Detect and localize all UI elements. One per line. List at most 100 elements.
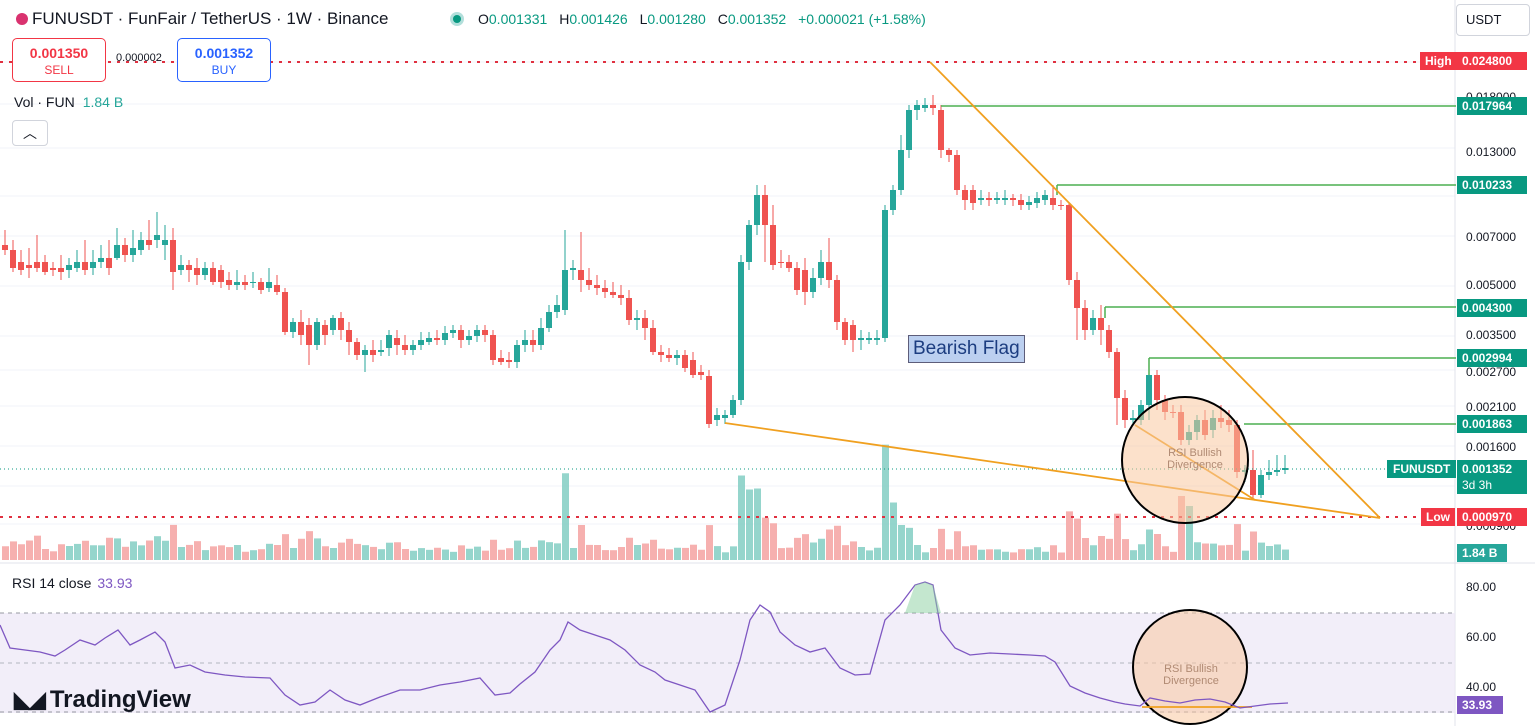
candlestick [26, 265, 32, 268]
candlestick [1034, 198, 1040, 203]
candlestick [1090, 318, 1096, 330]
volume-bar [386, 542, 393, 560]
candlestick [642, 318, 648, 328]
candlestick [698, 372, 704, 375]
volume-bar [690, 544, 697, 560]
volume-bar [794, 537, 801, 560]
volume-bar [162, 540, 169, 560]
volume-bar [658, 548, 665, 560]
volume-bar [90, 545, 97, 560]
volume-bar [1202, 543, 1209, 560]
volume-bar [746, 489, 753, 560]
volume-bar [554, 543, 561, 560]
candlestick [1082, 308, 1088, 330]
candlestick [970, 190, 976, 203]
chevron-up-icon: ︿ [23, 125, 37, 141]
volume-bar [122, 546, 129, 560]
candlestick [682, 355, 688, 368]
candlestick [962, 190, 968, 200]
volume-bar [1162, 546, 1169, 560]
volume-bar [714, 546, 721, 560]
candlestick [154, 235, 160, 240]
candlestick [1114, 352, 1120, 398]
currency-selector[interactable]: USDT [1456, 4, 1530, 36]
candlestick [994, 198, 1000, 200]
volume-bar [578, 525, 585, 560]
candlestick [1130, 418, 1136, 420]
volume-bar [650, 539, 657, 560]
volume-bar [610, 550, 617, 560]
collapse-legend-button[interactable]: ︿ [12, 120, 48, 146]
volume-bar [834, 525, 841, 560]
volume-bar [786, 547, 793, 560]
candlestick [1026, 202, 1032, 205]
volume-bar [66, 546, 73, 560]
volume-bar [266, 543, 273, 560]
volume-bar [274, 545, 281, 560]
price-axis-label: 0.002100 [1466, 400, 1517, 414]
volume-bar [522, 547, 529, 560]
candlestick [450, 330, 456, 333]
upper-trendline [929, 61, 1381, 519]
buy-button[interactable]: 0.001352 BUY [177, 38, 271, 82]
volume-bar [1018, 549, 1025, 560]
candlestick [442, 333, 448, 340]
volume-bar [674, 547, 681, 560]
candlestick [330, 318, 336, 330]
volume-bar [666, 549, 673, 560]
candlestick [786, 262, 792, 268]
candlestick [122, 245, 128, 255]
candlestick [1266, 472, 1272, 475]
volume-bar [346, 538, 353, 560]
volume-bar [418, 548, 425, 560]
candlestick [842, 322, 848, 340]
rsi-legend[interactable]: RSI 14 close 33.93 [12, 575, 133, 591]
candlestick [1050, 198, 1056, 205]
volume-bar [74, 543, 81, 560]
volume-bar [98, 545, 105, 560]
bearish-flag-label[interactable]: Bearish Flag [908, 335, 1025, 363]
candlestick [882, 210, 888, 338]
candlestick [658, 352, 664, 355]
volume-bar [1178, 496, 1185, 560]
volume-bar [682, 547, 689, 560]
volume-bar [1266, 546, 1273, 560]
candlestick [530, 340, 536, 345]
candlestick [634, 318, 640, 320]
candlestick [1122, 398, 1128, 420]
candlestick [482, 330, 488, 335]
candlestick [1146, 375, 1152, 405]
tradingview-logo[interactable]: ◣◢ TradingView [14, 686, 191, 713]
volume-bar [450, 551, 457, 560]
candlestick [426, 338, 432, 342]
candlestick [850, 325, 856, 340]
volume-bar [642, 543, 649, 560]
candlestick [202, 268, 208, 275]
candlestick [98, 258, 104, 262]
volume-bar [1242, 550, 1249, 560]
volume-bar [434, 547, 441, 560]
candlestick [314, 322, 320, 345]
candlestick [938, 110, 944, 150]
market-status-icon [450, 12, 464, 26]
volume-bar [130, 541, 137, 560]
volume-bar [250, 550, 257, 560]
sell-button[interactable]: 0.001350 SELL [12, 38, 106, 82]
candlestick [178, 265, 184, 270]
volume-bar [562, 473, 569, 560]
volume-bar [42, 549, 49, 560]
candlestick [2, 245, 8, 250]
symbol-title[interactable]: FUNUSDT · FunFair / TetherUS · 1W · Bina… [16, 9, 388, 29]
volume-bar [858, 547, 865, 560]
candlestick [618, 295, 624, 298]
volume-bar [1026, 549, 1033, 560]
candlestick [706, 376, 712, 424]
sell-label: SELL [44, 63, 74, 77]
volume-bar [490, 539, 497, 560]
volume-legend[interactable]: Vol · FUN 1.84 B [14, 94, 124, 110]
volume-bar [314, 538, 321, 560]
candlestick [554, 305, 560, 312]
candlestick [986, 198, 992, 200]
candlestick [106, 258, 112, 268]
